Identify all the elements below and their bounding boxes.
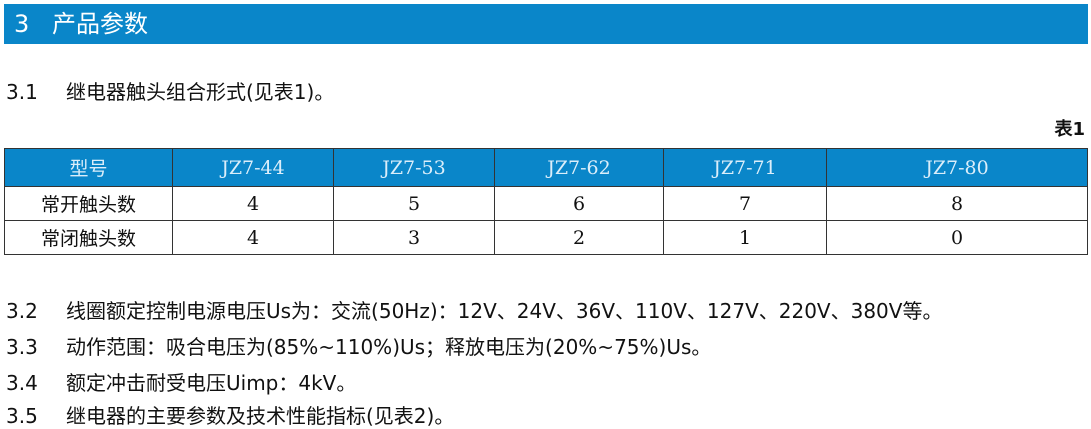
header-cell: JZ7-80 [826, 148, 1088, 187]
header-cell: JZ7-62 [494, 148, 664, 187]
cell: 5 [333, 186, 495, 221]
header-cell: JZ7-53 [333, 148, 495, 187]
cell: 6 [494, 186, 664, 221]
contact-table: 型号 JZ7-44 JZ7-53 JZ7-62 JZ7-71 JZ7-80 常开… [4, 148, 1088, 255]
item-number: 3.5 [6, 404, 38, 428]
cell: 0 [826, 220, 1088, 255]
cell: 8 [826, 186, 1088, 221]
item-text: 继电器触头组合形式(见表1)。 [66, 80, 335, 104]
cell: 4 [172, 220, 334, 255]
item-3-2: 3.2 线圈额定控制电源电压Us为：交流(50Hz)：12V、24V、36V、11… [6, 295, 942, 324]
item-3-1: 3.1 继电器触头组合形式(见表1)。 [6, 76, 334, 105]
cell: 常开触头数 [4, 186, 173, 221]
item-text: 额定冲击耐受电压Uimp：4kV。 [66, 371, 357, 395]
cell: 7 [663, 186, 827, 221]
cell: 3 [333, 220, 495, 255]
table-row: 常开触头数 4 5 6 7 8 [4, 186, 1088, 221]
item-text: 线圈额定控制电源电压Us为：交流(50Hz)：12V、24V、36V、110V、… [66, 299, 943, 323]
header-cell: JZ7-44 [172, 148, 334, 187]
item-number: 3.4 [6, 371, 38, 395]
section-title: 产品参数 [52, 10, 148, 38]
section-header: 3 产品参数 [4, 4, 1088, 44]
item-3-5: 3.5 继电器的主要参数及技术性能指标(见表2)。 [6, 400, 454, 429]
header-cell: JZ7-71 [663, 148, 827, 187]
section-number: 3 [14, 10, 30, 38]
item-number: 3.2 [6, 299, 38, 323]
header-cell: 型号 [4, 148, 173, 187]
item-text: 继电器的主要参数及技术性能指标(见表2)。 [66, 404, 455, 428]
table-caption: 表1 [1054, 119, 1085, 140]
cell: 1 [663, 220, 827, 255]
item-number: 3.3 [6, 335, 38, 359]
table-header-row: 型号 JZ7-44 JZ7-53 JZ7-62 JZ7-71 JZ7-80 [4, 148, 1088, 187]
item-number: 3.1 [6, 80, 38, 104]
table-row: 常闭触头数 4 3 2 1 0 [4, 220, 1088, 255]
item-3-3: 3.3 动作范围：吸合电压为(85%~110%)Us；释放电压为(20%~75%)… [6, 331, 711, 360]
item-text: 动作范围：吸合电压为(85%~110%)Us；释放电压为(20%~75%)Us。 [66, 335, 712, 359]
cell: 常闭触头数 [4, 220, 173, 255]
cell: 2 [494, 220, 664, 255]
item-3-4: 3.4 额定冲击耐受电压Uimp：4kV。 [6, 367, 356, 396]
cell: 4 [172, 186, 334, 221]
